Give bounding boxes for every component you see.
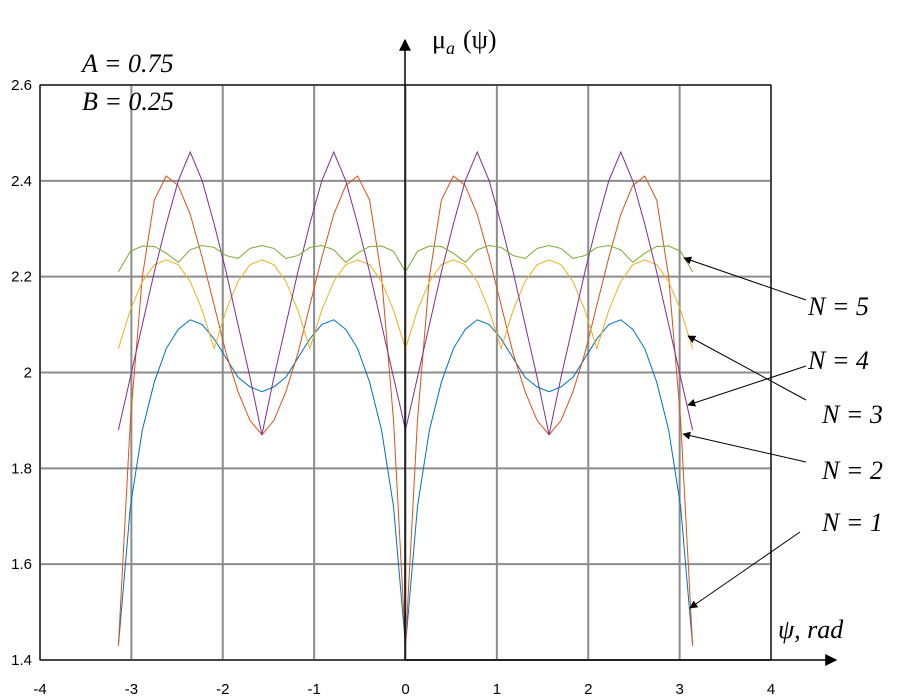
y-tick-label: 1.4 bbox=[11, 652, 32, 669]
series-labels: N = 1 N = 2 N = 3 N = 4 N = 5 bbox=[682, 256, 883, 609]
label-arrow bbox=[687, 335, 807, 401]
x-tick-label: 2 bbox=[584, 681, 592, 698]
label-arrow bbox=[687, 365, 807, 407]
y-label-symbol: μ bbox=[432, 25, 446, 54]
x-tick-label: -3 bbox=[125, 681, 138, 698]
label-arrow bbox=[683, 256, 807, 301]
y-tick-label: 2.6 bbox=[11, 77, 32, 94]
y-axis-label: μa (ψ) bbox=[432, 25, 497, 58]
x-tick-label: -2 bbox=[216, 681, 229, 698]
label-arrow bbox=[689, 531, 801, 609]
series-label: N = 2 bbox=[821, 456, 883, 485]
y-tick-label: 2 bbox=[24, 365, 32, 382]
x-tick-label: 4 bbox=[767, 681, 775, 698]
x-tick-label: -1 bbox=[307, 681, 320, 698]
y-tick-label: 1.6 bbox=[11, 556, 32, 573]
x-tick-label: 3 bbox=[675, 681, 683, 698]
y-label-sub: a bbox=[446, 38, 455, 58]
y-label-arg: (ψ) bbox=[463, 25, 497, 54]
x-tick-label: 0 bbox=[401, 681, 409, 698]
x-axis-label: ψ, rad bbox=[778, 615, 844, 644]
annotation: A = 0.75 bbox=[80, 49, 173, 78]
y-tick-label: 2.2 bbox=[11, 269, 32, 286]
label-arrow bbox=[682, 431, 807, 463]
x-tick-label: 1 bbox=[493, 681, 501, 698]
series-label: N = 3 bbox=[821, 400, 883, 429]
series-label: N = 4 bbox=[807, 346, 869, 375]
series-label: N = 1 bbox=[821, 508, 883, 537]
series-label: N = 5 bbox=[807, 292, 869, 321]
annotation: B = 0.25 bbox=[82, 87, 174, 116]
y-tick-label: 2.4 bbox=[11, 173, 32, 190]
y-tick-label: 1.8 bbox=[11, 460, 32, 477]
x-tick-label: -4 bbox=[33, 681, 46, 698]
